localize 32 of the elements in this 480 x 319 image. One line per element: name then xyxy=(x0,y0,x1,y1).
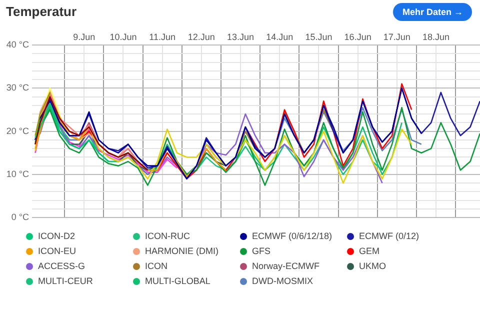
x-tick-label: 10.Jun xyxy=(110,32,137,42)
legend-label: ECMWF (0/6/12/18) xyxy=(252,231,332,241)
text: Mehr Daten → xyxy=(393,3,472,21)
legend-label: ICON xyxy=(145,261,168,271)
legend-label: ECMWF (0/12) xyxy=(359,231,420,241)
legend-label: ACCESS-G xyxy=(38,261,86,271)
legend-label: MULTI-CEUR xyxy=(38,276,93,286)
x-tick-label: 15.Jun xyxy=(305,32,332,42)
x-tick-label: 14.Jun xyxy=(266,32,294,42)
legend-label: HARMONIE (DMI) xyxy=(145,246,218,256)
x-tick-label: 13.Jun xyxy=(227,32,254,42)
y-tick-label: 20 °C xyxy=(6,126,30,136)
chart-title: Temperatur xyxy=(6,4,77,19)
legend-label: ICON-EU xyxy=(38,246,76,256)
y-tick-label: 0 °C xyxy=(11,212,30,222)
legend-label: DWD-MOSMIX xyxy=(252,276,313,286)
x-tick-label: 11.Jun xyxy=(149,32,176,42)
y-tick-label: 30 °C xyxy=(6,82,30,93)
legend-label: GFS xyxy=(252,246,271,256)
legend-label: ICON-D2 xyxy=(38,231,76,241)
x-tick-label: 12.Jun xyxy=(188,32,215,42)
x-tick-label: 18.Jun xyxy=(422,32,450,42)
x-tick-label: 9.Jun xyxy=(73,32,96,42)
y-tick-label: 40 °C xyxy=(6,39,30,50)
x-tick-label: 17.Jun xyxy=(383,32,410,42)
legend-label: Norway-ECMWF xyxy=(252,261,320,271)
legend-label: MULTI-GLOBAL xyxy=(145,276,210,286)
legend-label: GEM xyxy=(359,246,380,256)
x-tick-label: 16.Jun xyxy=(344,32,372,42)
legend-label: UKMO xyxy=(359,261,386,271)
y-tick-label: 10 °C xyxy=(6,168,30,179)
legend-label: ICON-RUC xyxy=(145,231,190,241)
